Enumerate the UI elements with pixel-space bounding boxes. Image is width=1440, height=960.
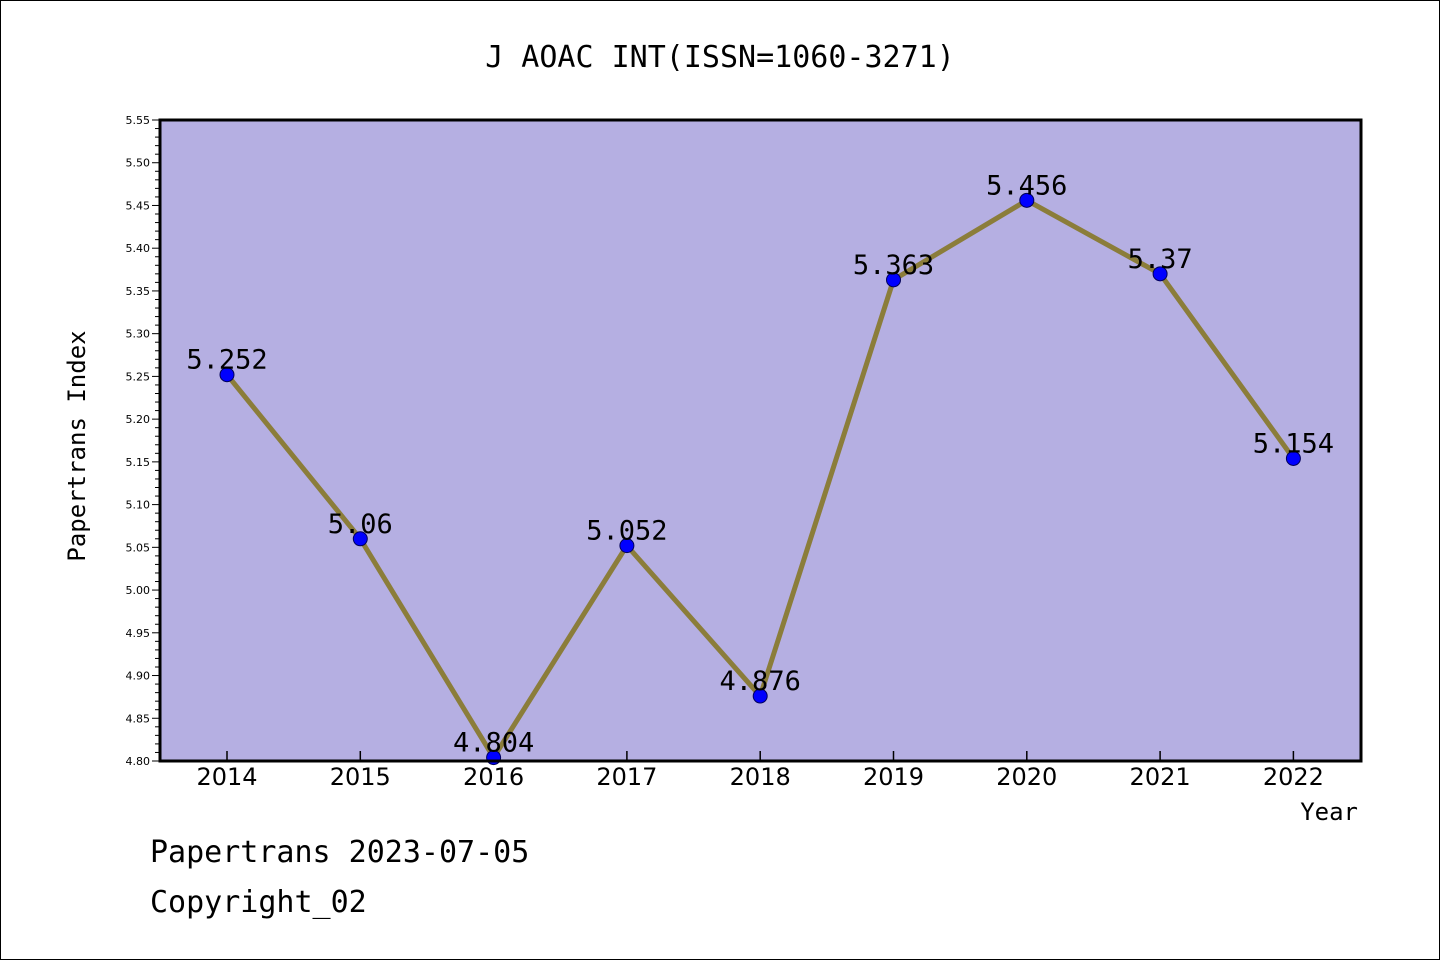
data-point <box>619 538 635 554</box>
y-tick-label: 5.10 <box>126 499 151 512</box>
footer-copyright: Copyright_02 <box>150 885 367 920</box>
data-point <box>219 367 235 383</box>
data-point <box>1152 266 1168 282</box>
footer-source: Papertrans 2023-07-05 <box>150 835 530 870</box>
x-tick-label: 2021 <box>1130 763 1191 791</box>
x-tick-label: 2016 <box>463 763 524 791</box>
data-label: 5.252 <box>186 345 267 376</box>
x-tick-label: 2015 <box>330 763 391 791</box>
x-tick-label: 2022 <box>1263 763 1324 791</box>
y-tick-label: 5.00 <box>126 584 151 597</box>
x-tick-label: 2014 <box>196 763 257 791</box>
y-axis-label: Papertrans Index <box>63 330 91 561</box>
y-tick-label: 5.15 <box>126 456 151 469</box>
x-tick-label: 2019 <box>863 763 924 791</box>
data-point <box>1285 450 1301 466</box>
markers-group <box>219 192 1301 766</box>
x-tick-label: 2018 <box>730 763 791 791</box>
y-axis: 4.80 4.85 4.90 4.95 5.00 5.05 5.10 5.15 5.20 5.25… <box>126 114 160 768</box>
data-label: 5.06 <box>328 509 393 540</box>
data-label: 5.37 <box>1128 244 1193 275</box>
y-tick-label: 4.95 <box>126 627 151 640</box>
data-label: 4.804 <box>453 728 534 759</box>
y-tick-label: 5.30 <box>126 328 151 341</box>
data-labels-group: 5.252 5.06 4.804 5.052 4.876 5.363 5.456 5.37 5.… <box>186 170 1334 758</box>
y-tick-label: 5.25 <box>126 370 151 383</box>
data-point <box>886 272 901 288</box>
data-label: 5.052 <box>586 516 667 547</box>
data-label: 4.876 <box>720 666 801 697</box>
data-point <box>1019 192 1035 208</box>
chart-title: J AOAC INT(ISSN=1060-3271) <box>485 40 955 75</box>
y-tick-label: 4.90 <box>126 670 151 683</box>
y-tick-label: 5.40 <box>126 242 151 255</box>
y-tick-label: 5.50 <box>126 157 151 170</box>
x-tick-label: 2020 <box>996 763 1057 791</box>
data-label: 5.456 <box>986 170 1067 201</box>
y-tick-label: 5.35 <box>126 285 151 298</box>
y-tick-label: 4.80 <box>126 755 151 768</box>
plot-area <box>160 120 1361 761</box>
plot-border <box>158 118 1363 763</box>
y-tick-label: 5.45 <box>126 199 151 212</box>
data-label: 5.363 <box>853 250 934 281</box>
data-point <box>352 531 368 547</box>
data-point <box>752 688 768 704</box>
y-tick-label: 5.55 <box>126 114 151 127</box>
x-axis-label: Year <box>1300 798 1358 826</box>
y-tick-label: 4.85 <box>126 712 151 725</box>
data-label: 5.154 <box>1253 428 1334 459</box>
y-tick-label: 5.20 <box>126 413 151 426</box>
y-tick-label: 5.05 <box>126 541 151 554</box>
x-axis: 2014 2015 2016 2017 2018 2019 2020 2021 2022 <box>196 751 1324 791</box>
x-tick-label: 2017 <box>596 763 657 791</box>
